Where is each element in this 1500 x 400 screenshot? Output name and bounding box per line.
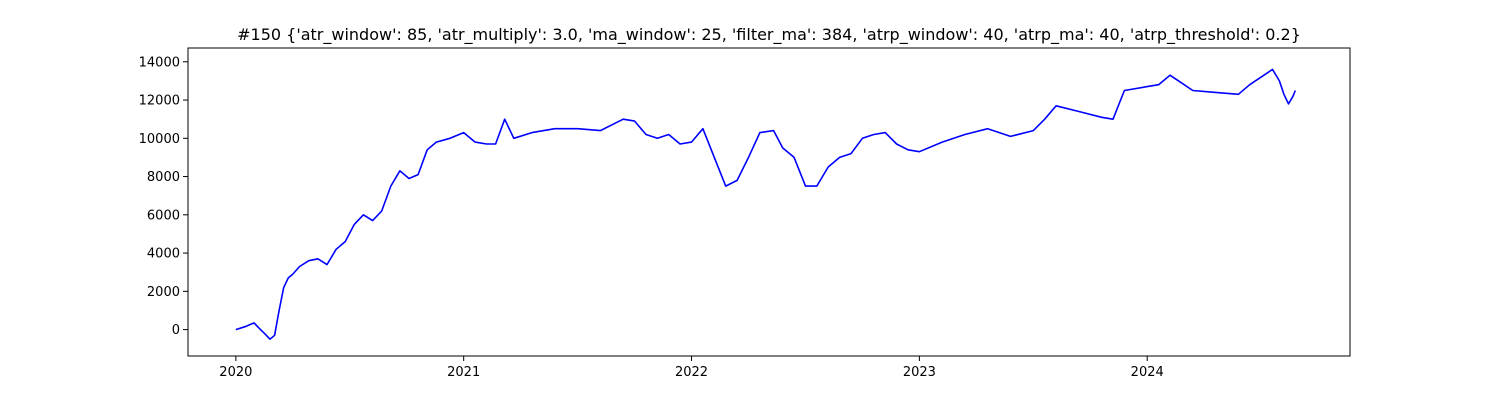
y-tick-label: 12000	[139, 94, 180, 109]
x-tick-label: 2022	[675, 365, 708, 380]
x-tick-label: 2021	[447, 365, 480, 380]
x-tick-label: 2020	[219, 365, 252, 380]
y-tick-label: 2000	[147, 285, 180, 300]
x-tick-label: 2023	[903, 365, 936, 380]
x-tick-label: 2024	[1131, 365, 1164, 380]
y-tick-label: 0	[172, 323, 180, 338]
y-axis: 0 2000 4000 6000 8000 10000 12000 14000	[139, 55, 188, 338]
y-tick-label: 8000	[147, 170, 180, 185]
series-line-0	[235, 68, 1297, 341]
y-tick-label: 14000	[139, 55, 180, 70]
y-tick-label: 10000	[139, 132, 180, 147]
plot-area	[235, 68, 1297, 341]
plot-frame	[187, 47, 1351, 357]
x-axis: 2020 2021 2022 2023 2024	[219, 356, 1164, 380]
chart-title: #150 {'atr_window': 85, 'atr_multiply': …	[237, 25, 1301, 45]
y-tick-label: 6000	[147, 208, 180, 223]
y-tick-label: 4000	[147, 247, 180, 262]
